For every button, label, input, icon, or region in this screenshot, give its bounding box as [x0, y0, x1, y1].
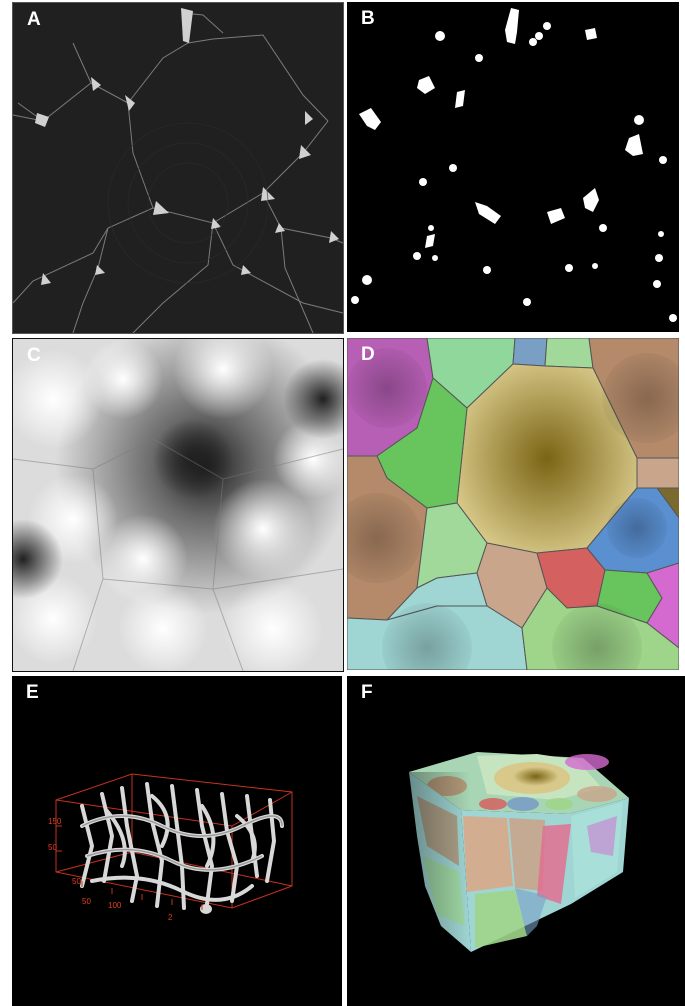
axis-label-e-1: 150 — [48, 817, 62, 826]
axis-label-e-3: 50 — [72, 877, 81, 886]
axis-label-e-6: 2 — [168, 913, 173, 922]
panel-e: 150 50 50 50 100 2 E — [12, 676, 342, 1006]
panel-f: F — [347, 676, 685, 1006]
panel-b: B — [347, 2, 679, 332]
panel-d: D — [347, 338, 679, 670]
axis-label-e-5: 100 — [108, 901, 122, 910]
panel-d-image — [347, 338, 679, 670]
panel-d-label: D — [361, 344, 375, 365]
panel-a-image — [13, 3, 343, 333]
panel-c-image — [13, 339, 343, 671]
panel-f-image — [347, 676, 685, 1006]
panel-a-label: A — [27, 9, 41, 30]
panel-b-label: B — [361, 8, 375, 29]
axis-label-e-4: 50 — [82, 897, 91, 906]
panel-b-image — [347, 2, 679, 332]
panel-c-label: C — [27, 345, 41, 366]
panel-e-label: E — [26, 682, 39, 703]
axis-label-e-2: 50 — [48, 843, 57, 852]
panel-a: A — [12, 2, 344, 334]
panel-f-label: F — [361, 682, 373, 703]
panel-e-image: 150 50 50 50 100 2 — [12, 676, 342, 1006]
panel-c: C — [12, 338, 344, 672]
